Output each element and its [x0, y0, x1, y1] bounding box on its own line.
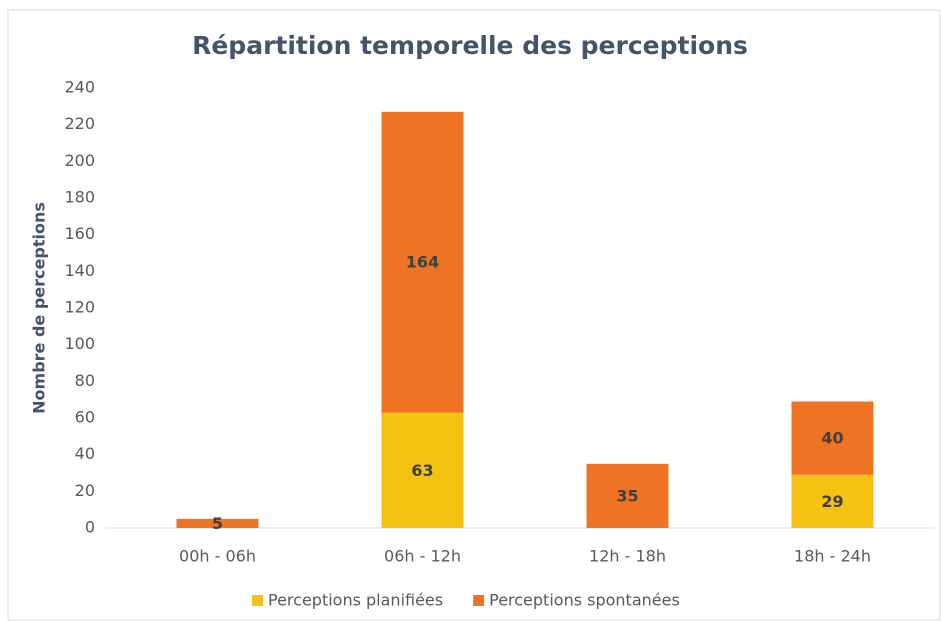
bar-segment	[381, 111, 464, 413]
y-tick-label: 200	[64, 151, 95, 170]
data-label: 29	[821, 492, 843, 511]
y-tick-label: 80	[75, 371, 95, 390]
y-tick-label: 180	[64, 188, 95, 207]
y-tick-label: 20	[75, 481, 95, 500]
x-tick-label: 18h - 24h	[794, 547, 871, 566]
bar-segment	[791, 401, 874, 475]
data-label: 63	[411, 461, 433, 480]
y-tick-label: 160	[64, 224, 95, 243]
data-label: 40	[821, 429, 843, 448]
legend-label: Perceptions spontanées	[489, 591, 680, 610]
x-tick-label: 00h - 06h	[179, 547, 256, 566]
data-label: 5	[212, 514, 223, 533]
x-tick-label: 06h - 12h	[384, 547, 461, 566]
y-tick-label: 60	[75, 408, 95, 427]
y-tick-label: 100	[64, 334, 95, 353]
x-tick-label: 12h - 18h	[589, 547, 666, 566]
y-tick-label: 0	[85, 518, 95, 537]
chart-title: Répartition temporelle des perceptions	[192, 31, 748, 60]
data-label: 164	[406, 253, 439, 272]
legend-label: Perceptions planifiées	[268, 591, 443, 610]
chart-border	[7, 9, 941, 621]
y-tick-label: 140	[64, 261, 95, 280]
legend-swatch	[252, 595, 263, 606]
data-label: 35	[616, 486, 638, 505]
bar-segment	[791, 474, 874, 528]
y-tick-label: 240	[64, 78, 95, 97]
y-axis-title: Nombre de perceptions	[30, 202, 49, 414]
bar-segment	[176, 518, 259, 528]
bar-segment	[381, 412, 464, 528]
y-tick-label: 120	[64, 298, 95, 317]
y-tick-label: 40	[75, 444, 95, 463]
legend-swatch	[473, 595, 485, 606]
y-tick-label: 220	[64, 114, 95, 133]
bar-segment	[586, 463, 669, 528]
